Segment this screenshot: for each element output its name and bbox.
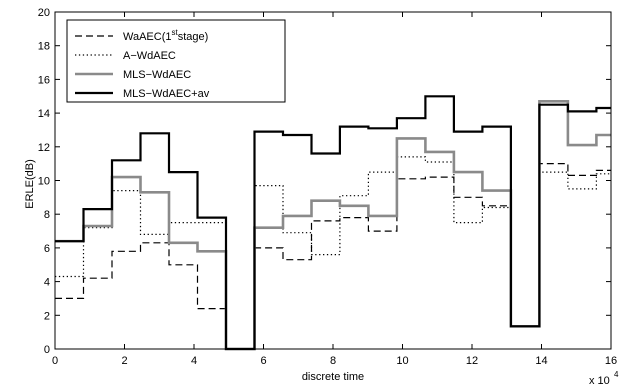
x-multiplier-exponent: 4 [614,370,619,379]
legend-label-3: MLS−WdAEC [123,69,191,81]
series-line-3 [55,100,611,351]
y-tick-label: 18 [38,41,50,53]
x-tick-label: 0 [52,355,58,367]
y-tick-label: 12 [38,142,50,154]
x-tick-label: 10 [396,355,408,367]
x-multiplier: x 10 4 [589,370,619,387]
data-layer [55,95,611,351]
legend-label-4: MLS−WdAEC+av [123,88,210,100]
legend: WaAEC(1ststage) A−WdAEC MLS−WdAEC MLS−WdAEC… [66,19,286,103]
x-multiplier-label: x 10 [589,375,610,387]
y-tick-label: 10 [38,176,50,188]
x-tick-label: 6 [260,355,266,367]
y-tick-label: 0 [44,344,50,356]
y-tick-label: 2 [44,310,50,322]
series-line-4 [55,95,611,351]
x-tick-label: 14 [535,355,547,367]
x-axis-label: discrete time [302,371,364,383]
y-tick-label: 6 [44,243,50,255]
series-line-1 [55,163,611,350]
x-tick-label: 2 [121,355,127,367]
y-tick-label: 16 [38,74,50,86]
y-axis-label: ERLE(dB) [24,159,36,209]
series-line-2 [55,156,611,350]
y-tick-label: 4 [44,277,50,289]
y-tick-label: 20 [38,7,50,19]
legend-label-2: A−WdAEC [123,50,176,62]
x-tick-label: 4 [191,355,197,367]
x-tick-label: 8 [330,355,336,367]
x-tick-label: 16 [605,355,617,367]
legend-box [66,19,286,103]
y-tick-label: 8 [44,209,50,221]
ticks-layer: 0 2 4 6 8 10 12 14 16 0 2 4 6 8 10 12 14 16 18 20 [38,7,617,367]
y-tick-label: 14 [38,108,50,120]
legend-label-1: WaAEC(1ststage) [123,28,208,43]
x-tick-label: 12 [466,355,478,367]
